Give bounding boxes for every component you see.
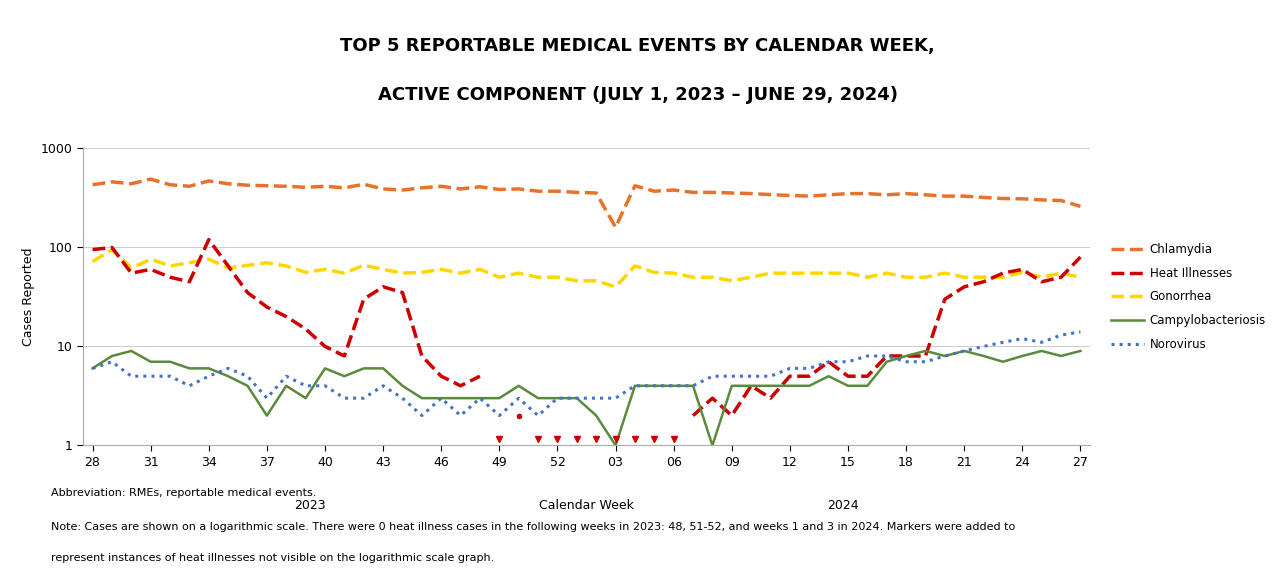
Text: ACTIVE COMPONENT (JULY 1, 2023 – JUNE 29, 2024): ACTIVE COMPONENT (JULY 1, 2023 – JUNE 29…: [377, 86, 898, 103]
Text: 2023: 2023: [295, 499, 326, 512]
Text: Calendar Week: Calendar Week: [539, 499, 634, 512]
Text: TOP 5 REPORTABLE MEDICAL EVENTS BY CALENDAR WEEK,: TOP 5 REPORTABLE MEDICAL EVENTS BY CALEN…: [340, 37, 935, 55]
Text: represent instances of heat illnesses not visible on the logarithmic scale graph: represent instances of heat illnesses no…: [51, 553, 495, 563]
Legend: Chlamydia, Heat Illnesses, Gonorrhea, Campylobacteriosis, Norovirus: Chlamydia, Heat Illnesses, Gonorrhea, Ca…: [1107, 239, 1271, 355]
Text: 2024: 2024: [827, 499, 859, 512]
Text: Note: Cases are shown on a logarithmic scale. There were 0 heat illness cases in: Note: Cases are shown on a logarithmic s…: [51, 522, 1015, 533]
Text: Abbreviation: RMEs, reportable medical events.: Abbreviation: RMEs, reportable medical e…: [51, 488, 316, 498]
Y-axis label: Cases Reported: Cases Reported: [22, 248, 34, 346]
